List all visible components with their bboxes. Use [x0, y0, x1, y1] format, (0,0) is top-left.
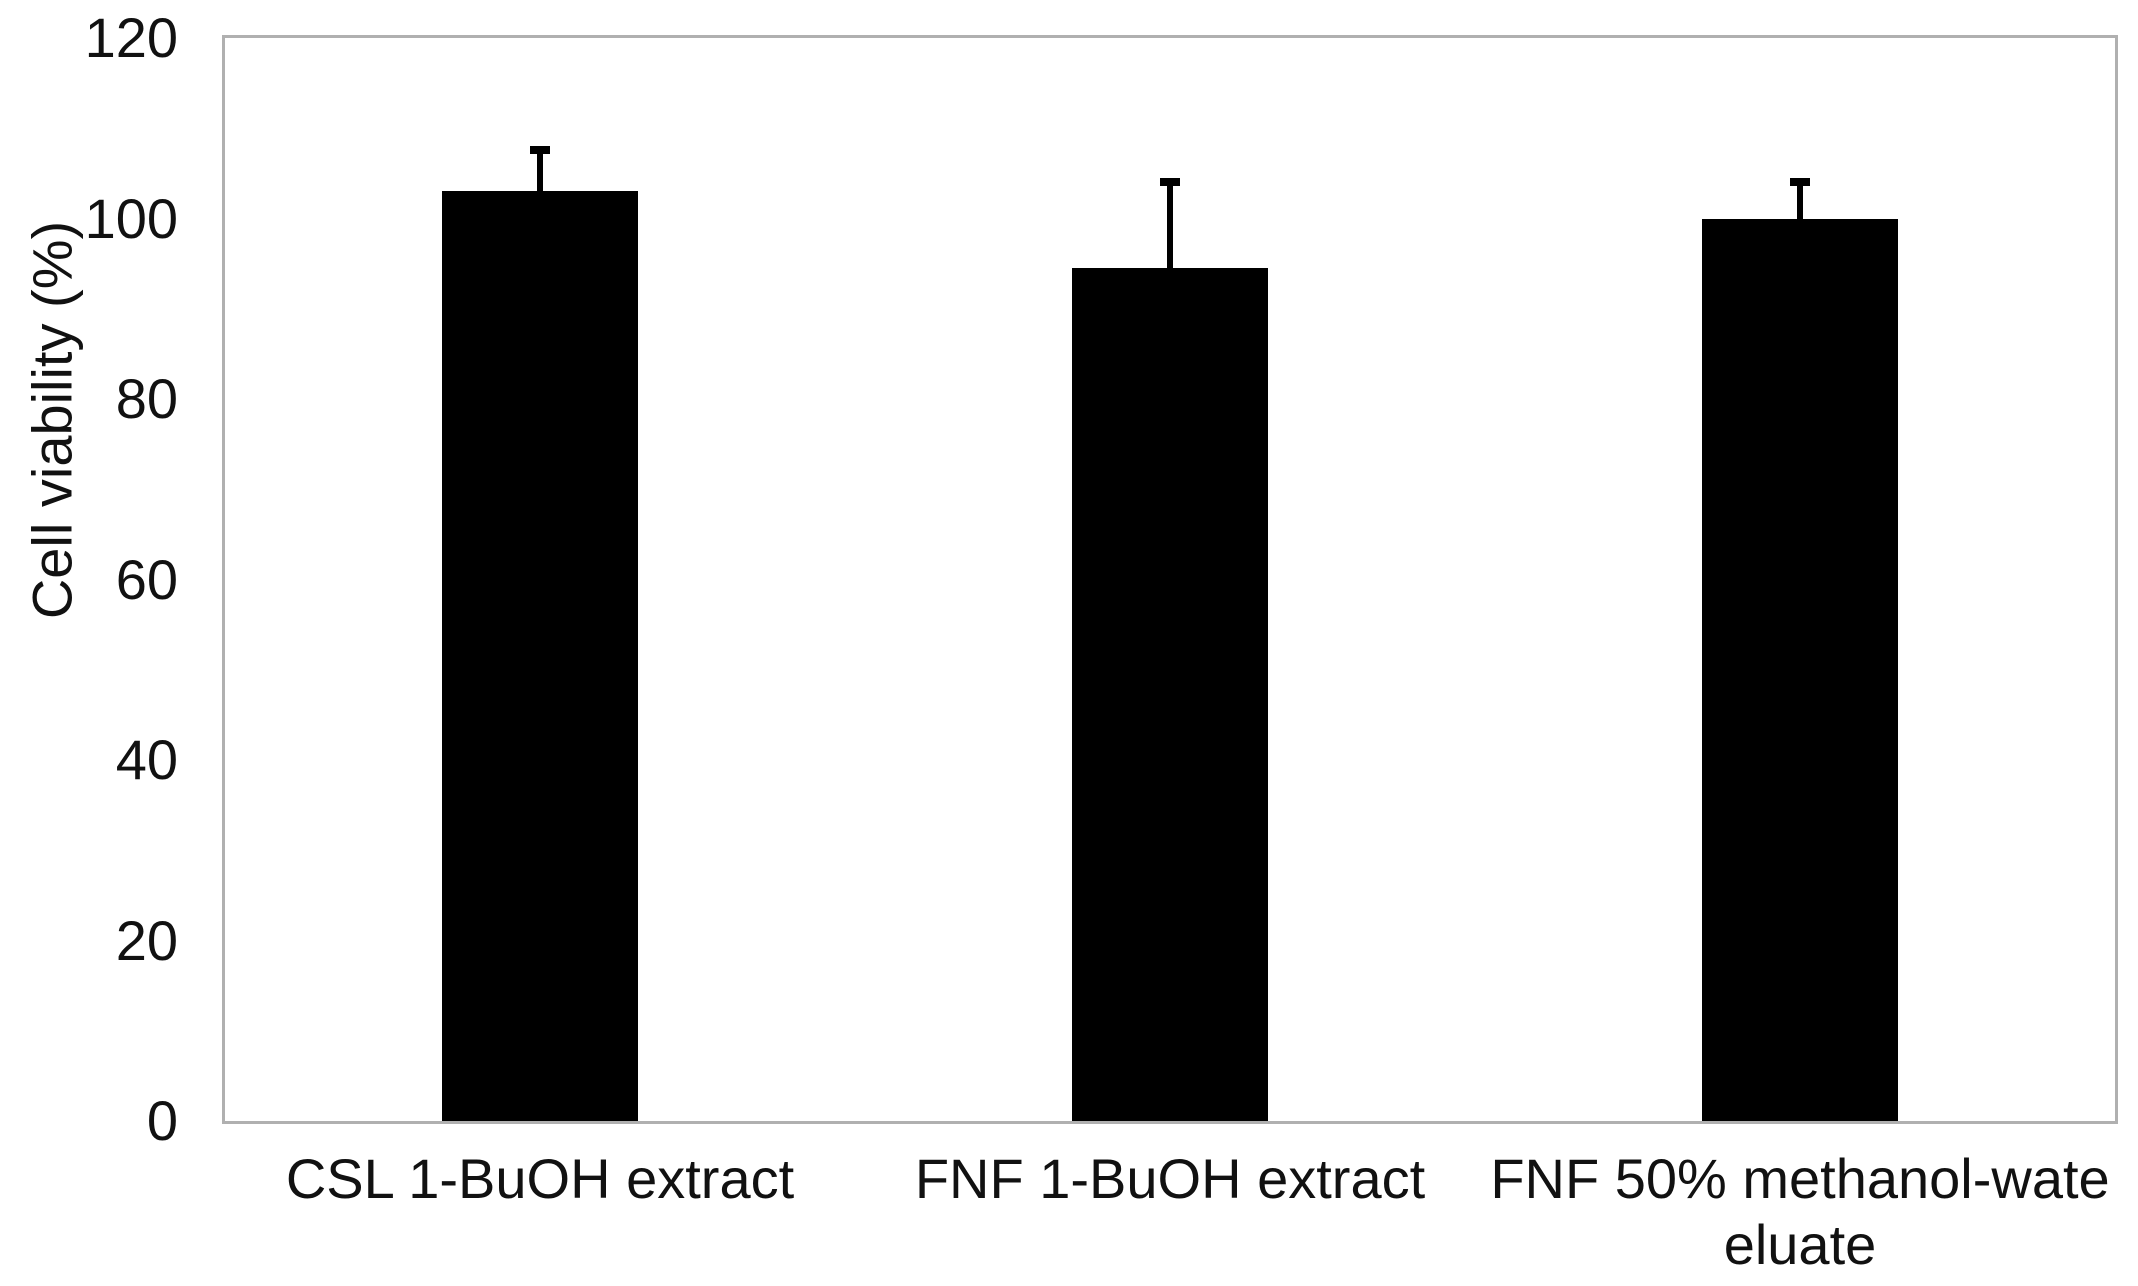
bar — [1702, 218, 1898, 1121]
x-category-label-line: eluate — [1723, 1213, 1877, 1276]
plot-area — [222, 35, 2118, 1124]
y-tick-label: 60 — [115, 547, 178, 611]
error-bar-whisker — [537, 146, 543, 192]
error-bar-cap — [1160, 177, 1180, 186]
y-tick-label: 100 — [84, 186, 178, 250]
error-bar-cap — [1790, 177, 1810, 186]
bar — [442, 191, 638, 1121]
error-bar-whisker — [1797, 177, 1803, 219]
y-tick-label: 40 — [115, 728, 178, 791]
bar — [1072, 268, 1268, 1121]
y-tick-label: 80 — [115, 367, 178, 430]
error-bar-cap — [530, 146, 550, 155]
error-bar-whisker — [1167, 177, 1173, 269]
x-category-label: CSL 1-BuOH extract — [200, 1146, 880, 1212]
x-category-label-line: FNF 1-BuOH extract — [914, 1147, 1426, 1210]
y-tick-label: 120 — [84, 6, 178, 69]
x-category-label-line: FNF 50% methanol-wate — [1490, 1147, 2110, 1210]
y-tick-label: 20 — [115, 908, 178, 972]
x-category-label-line: CSL 1-BuOH extract — [285, 1147, 795, 1210]
y-tick-label: 0 — [146, 1089, 178, 1152]
x-category-label: FNF 50% methanol-wate eluate — [1460, 1146, 2138, 1278]
x-category-label: FNF 1-BuOH extract — [830, 1146, 1510, 1212]
